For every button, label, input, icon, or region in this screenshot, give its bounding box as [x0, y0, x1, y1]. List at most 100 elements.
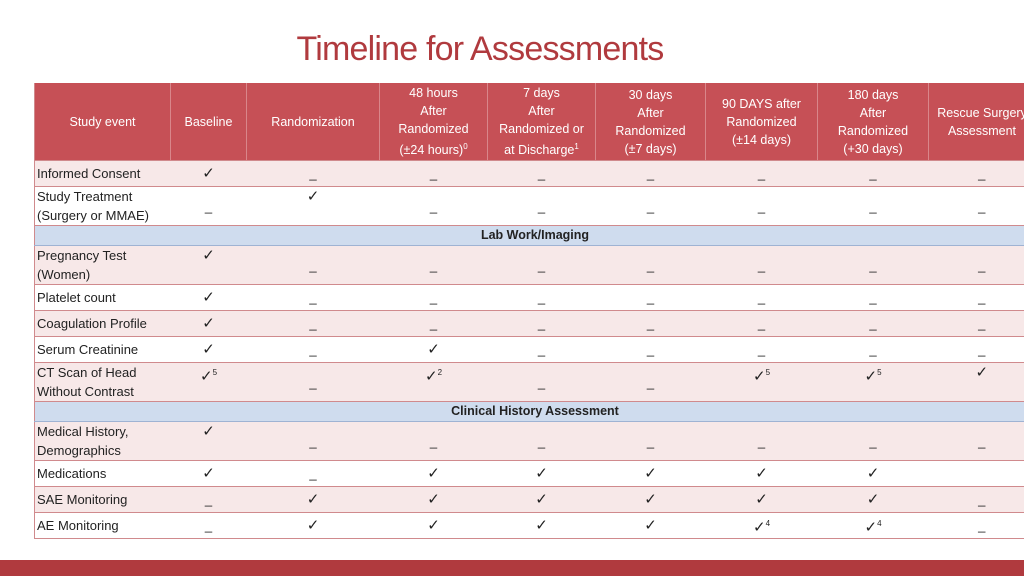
- study-event-label: Medical History,: [37, 424, 129, 439]
- dash-mark: _: [978, 257, 986, 273]
- dash-mark: _: [646, 374, 655, 390]
- dash-mark: _: [429, 433, 438, 449]
- dash-mark: _: [309, 374, 317, 390]
- dash-mark: _: [537, 198, 546, 214]
- schedule-cell: _: [817, 245, 929, 285]
- schedule-cell: ✓: [170, 245, 247, 285]
- schedule-cell: _: [170, 186, 247, 226]
- dash-mark: _: [757, 166, 766, 181]
- footnote-marker: 0: [463, 141, 468, 151]
- dash-mark: _: [309, 166, 317, 181]
- column-header-line: Baseline: [184, 114, 233, 129]
- dash-mark: _: [646, 166, 655, 181]
- table-header-row: Study event Baseline Randomization 48 hours…: [34, 83, 1024, 161]
- schedule-cell: _: [595, 186, 706, 226]
- table-row: Serum Creatinine ✓ _ ✓ _ _ _ _ _: [34, 336, 1024, 363]
- dash-mark: _: [309, 342, 317, 357]
- schedule-cell: ✓: [170, 284, 247, 311]
- assessment-timeline-table: Study event Baseline Randomization 48 hours…: [34, 83, 1024, 539]
- column-header: 30 days After Randomized (±7 days): [595, 83, 706, 161]
- column-header-line: (±7 days): [624, 141, 677, 156]
- column-header-line: 30 days: [628, 87, 673, 102]
- table-row: Medical History, Demographics ✓ _ _ _ _ _ _ _: [34, 421, 1024, 461]
- dash-mark: _: [757, 342, 766, 357]
- schedule-cell: _: [595, 336, 706, 363]
- dash-mark: _: [309, 466, 317, 481]
- column-header: Study event: [34, 83, 171, 161]
- table-row: Medications ✓ _ ✓ ✓ ✓ ✓ ✓: [34, 460, 1024, 487]
- schedule-cell: _: [595, 160, 706, 187]
- dash-mark: _: [978, 518, 986, 533]
- schedule-cell: ✓: [170, 310, 247, 337]
- study-event-cell: Medications: [34, 460, 171, 487]
- dash-mark: _: [204, 518, 213, 533]
- table-row: SAE Monitoring _ ✓ ✓ ✓ ✓ ✓ ✓ _: [34, 486, 1024, 513]
- check-mark-icon: ✓: [427, 517, 440, 534]
- column-header-line: After: [859, 105, 887, 120]
- schedule-cell: [928, 460, 1024, 487]
- dash-mark: _: [309, 433, 317, 449]
- column-header: Baseline: [170, 83, 247, 161]
- schedule-cell: ✓: [170, 421, 247, 461]
- schedule-cell: _: [817, 336, 929, 363]
- schedule-cell: ✓: [817, 460, 929, 487]
- dash-mark: _: [537, 257, 546, 273]
- schedule-cell: _: [928, 310, 1024, 337]
- schedule-cell: _: [817, 421, 929, 461]
- study-event-label: Demographics: [37, 443, 121, 458]
- check-mark-icon: ✓4: [752, 519, 771, 536]
- column-header: 7 days After Randomized or at Discharge1: [487, 83, 596, 161]
- study-event-label: (Women): [37, 267, 91, 282]
- check-mark-icon: ✓: [306, 491, 320, 508]
- schedule-cell: _: [928, 186, 1024, 226]
- schedule-cell: ✓2: [379, 362, 488, 402]
- schedule-cell: ✓: [705, 486, 818, 513]
- dash-mark: _: [537, 290, 546, 305]
- study-event-cell: CT Scan of Head Without Contrast: [34, 362, 171, 402]
- column-header-line: 7 days: [523, 85, 560, 100]
- schedule-cell: _: [487, 336, 596, 363]
- column-header-line: at Discharge: [504, 143, 575, 158]
- schedule-cell: _: [246, 421, 380, 461]
- schedule-cell: ✓: [379, 336, 488, 363]
- check-mark-icon: ✓: [866, 465, 880, 482]
- column-header-line: 48 hours: [409, 85, 458, 100]
- column-header-line: (+30 days): [843, 141, 903, 156]
- schedule-cell: _: [928, 284, 1024, 311]
- check-mark-icon: ✓: [202, 423, 215, 440]
- schedule-cell: _: [487, 421, 596, 461]
- schedule-cell: _: [246, 460, 380, 487]
- schedule-cell: ✓: [379, 486, 488, 513]
- schedule-cell: ✓: [487, 512, 596, 539]
- check-mark-icon: ✓: [535, 465, 548, 482]
- dash-mark: _: [429, 198, 438, 214]
- check-mark-icon: ✓: [644, 465, 657, 482]
- schedule-cell: ✓: [379, 460, 488, 487]
- column-header-line: Randomized: [615, 123, 686, 138]
- page-title: Timeline for Assessments: [296, 30, 665, 68]
- footnote-marker: 1: [574, 141, 579, 151]
- schedule-cell: _: [928, 245, 1024, 285]
- schedule-cell: ✓: [595, 486, 706, 513]
- schedule-cell: _: [246, 160, 380, 187]
- schedule-cell: ✓5: [170, 362, 247, 402]
- study-event-label: Coagulation Profile: [37, 316, 147, 331]
- check-mark-icon: ✓5: [199, 368, 218, 385]
- dash-mark: _: [537, 166, 546, 181]
- dash-mark: _: [537, 342, 546, 357]
- dash-mark: _: [757, 198, 766, 214]
- check-mark-icon: ✓: [306, 188, 320, 205]
- dash-mark: _: [978, 198, 986, 214]
- schedule-cell: _: [487, 160, 596, 187]
- schedule-cell: _: [705, 310, 818, 337]
- column-header-line: 90 DAYS after: [722, 96, 801, 111]
- dash-mark: _: [869, 342, 877, 357]
- schedule-cell: _: [379, 284, 488, 311]
- schedule-cell: ✓: [170, 460, 247, 487]
- dash-mark: _: [646, 198, 655, 214]
- section-label: Clinical History Assessment: [34, 401, 1024, 422]
- column-header: Randomization: [246, 83, 380, 161]
- dash-mark: _: [309, 316, 317, 331]
- schedule-cell: ✓: [379, 512, 488, 539]
- schedule-cell: _: [705, 160, 818, 187]
